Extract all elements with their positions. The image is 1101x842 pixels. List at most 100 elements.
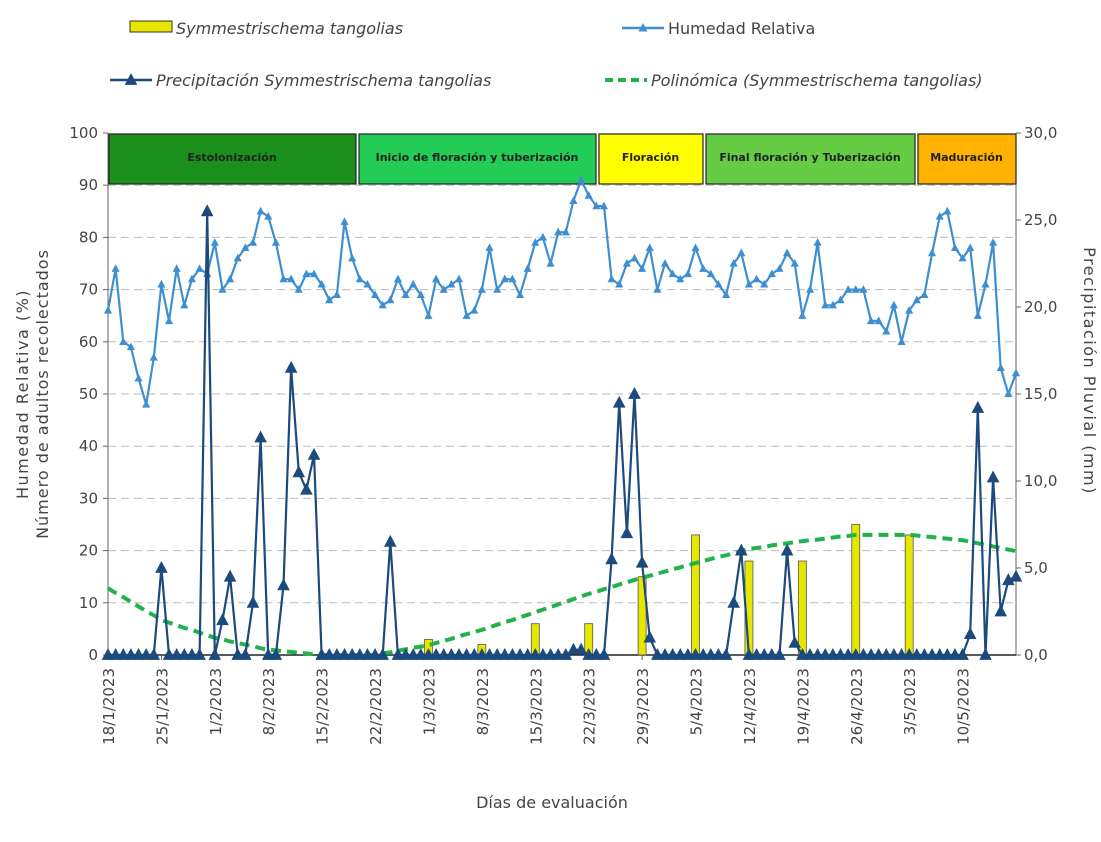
- marker: [470, 305, 479, 314]
- x-tick-label: 22/3/2023: [581, 668, 599, 745]
- marker: [1002, 573, 1015, 586]
- marker: [157, 279, 166, 288]
- marker: [111, 264, 120, 272]
- marker: [805, 285, 815, 293]
- marker: [950, 243, 960, 251]
- marker: [462, 311, 471, 319]
- marker: [706, 269, 715, 278]
- x-tick-label: 5/4/2023: [688, 668, 706, 735]
- marker: [309, 269, 319, 278]
- marker: [635, 555, 649, 568]
- marker: [416, 290, 425, 298]
- line: [106, 177, 1018, 405]
- marker: [355, 274, 364, 283]
- x-tick-label: 8/2/2023: [260, 668, 278, 735]
- phase-box: [358, 133, 597, 185]
- legend-marker: [124, 73, 138, 85]
- marker: [256, 206, 265, 215]
- y-tick-label: 20: [79, 542, 98, 560]
- marker: [538, 232, 547, 241]
- marker: [920, 290, 929, 298]
- marker: [994, 604, 1008, 617]
- trend-line: [106, 532, 1017, 657]
- x-tick-label: 29/3/2023: [634, 668, 652, 745]
- marker: [302, 269, 311, 278]
- marker: [643, 630, 657, 643]
- x-tick-label: 10/5/2023: [955, 668, 973, 745]
- marker: [569, 196, 578, 205]
- marker: [279, 274, 288, 283]
- marker: [180, 300, 189, 309]
- phase-box: [598, 133, 704, 185]
- marker: [790, 259, 799, 267]
- x-tick-label: 18/1/2023: [100, 668, 118, 745]
- marker: [559, 648, 573, 660]
- marker: [676, 274, 685, 283]
- x-tick-label: 26/4/2023: [848, 668, 866, 745]
- marker: [248, 238, 258, 246]
- marker: [638, 264, 647, 272]
- marker: [155, 561, 168, 573]
- marker: [332, 290, 341, 298]
- marker: [477, 285, 486, 293]
- marker: [254, 430, 267, 443]
- marker: [767, 269, 776, 278]
- marker: [277, 578, 290, 591]
- legend-swatch: [129, 20, 173, 33]
- marker: [821, 300, 830, 309]
- y-tick-label: 30: [79, 489, 98, 507]
- marker: [218, 285, 227, 293]
- marker: [294, 285, 303, 293]
- y-tick-label: 40: [79, 437, 98, 455]
- marker: [409, 279, 418, 288]
- phase-box: [108, 133, 357, 185]
- x-tick-label: 1/2/2023: [207, 668, 225, 735]
- marker: [134, 373, 143, 382]
- marker: [882, 326, 891, 335]
- bar: [691, 534, 700, 656]
- marker: [905, 305, 914, 314]
- marker: [996, 363, 1005, 372]
- marker: [515, 290, 525, 298]
- x-tick-label: 15/2/2023: [314, 668, 332, 745]
- marker: [393, 274, 402, 283]
- marker: [592, 201, 601, 210]
- phase-label: Estolonización: [187, 151, 276, 164]
- marker: [172, 264, 181, 272]
- marker: [735, 543, 748, 556]
- marker: [376, 648, 389, 660]
- marker: [216, 613, 229, 626]
- marker: [317, 279, 326, 288]
- marker: [630, 253, 639, 262]
- marker: [653, 285, 662, 293]
- marker: [233, 253, 242, 262]
- x-tick-label: 1/3/2023: [420, 668, 438, 735]
- y-tick-label: 60: [79, 333, 98, 351]
- x-tick-label: 19/4/2023: [794, 668, 812, 745]
- marker: [493, 285, 502, 293]
- marker: [271, 238, 280, 246]
- y-axis-title: Número de adultos recolectados: [33, 249, 52, 539]
- marker: [973, 311, 982, 319]
- marker: [668, 269, 677, 278]
- legend-label: Precipitación Symmestrischema tangolias: [156, 71, 491, 90]
- marker: [691, 243, 700, 251]
- marker: [714, 279, 723, 288]
- marker: [897, 337, 906, 345]
- x-tick-label: 22/2/2023: [367, 668, 385, 745]
- marker: [699, 264, 708, 272]
- y2-tick-label: 10,0: [1024, 472, 1057, 490]
- y2-tick-label: 25,0: [1024, 211, 1057, 229]
- marker: [719, 648, 733, 660]
- bar: [637, 576, 647, 656]
- phase-box: [917, 133, 1017, 185]
- marker: [363, 279, 372, 288]
- marker: [439, 285, 448, 293]
- marker: [956, 648, 969, 660]
- marker: [1011, 368, 1021, 377]
- marker: [971, 400, 985, 413]
- marker: [979, 648, 992, 660]
- bar: [797, 560, 807, 656]
- y-tick-label: 0: [88, 646, 98, 664]
- marker: [226, 274, 235, 283]
